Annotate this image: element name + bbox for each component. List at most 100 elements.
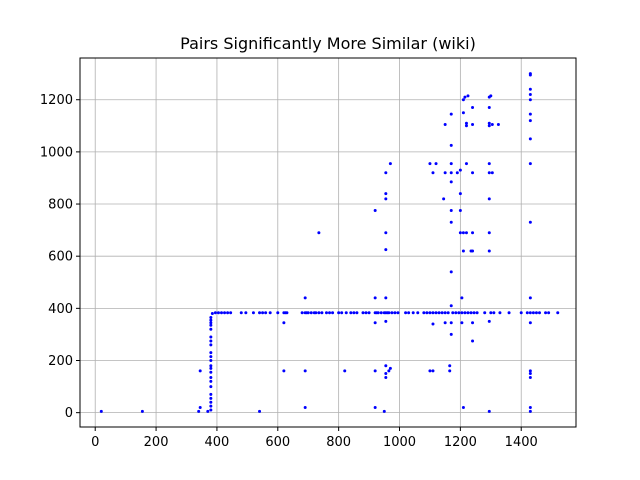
data-point [458,209,462,213]
data-point [373,369,377,373]
data-point [443,171,447,175]
data-point [442,197,446,201]
data-point [498,311,502,315]
data-point [489,311,493,315]
data-point [416,311,420,315]
data-point [388,162,392,166]
data-point [528,220,532,224]
data-point [390,311,394,315]
data-point [428,162,432,166]
data-point [464,231,468,235]
data-point [464,162,468,166]
data-point [226,311,230,315]
data-point [209,366,213,370]
data-point [209,392,213,396]
data-point [556,311,560,315]
data-point [373,321,377,325]
data-point [428,311,432,315]
data-point [449,180,453,184]
y-tick-label: 800 [48,198,73,213]
data-point [404,311,408,315]
y-tick-label: 1000 [40,145,73,160]
data-point [461,111,465,115]
data-point [528,409,532,413]
data-point [528,87,532,91]
data-point [440,311,444,315]
data-point [492,311,496,315]
plot-frame [79,57,577,428]
data-point [382,409,386,413]
data-point [460,321,464,325]
data-point [349,311,353,315]
data-point [209,379,213,383]
data-point [528,98,532,102]
data-point [461,249,465,253]
data-point [210,312,214,316]
data-point [487,231,491,235]
data-point [496,122,500,126]
data-point [448,364,452,368]
data-point [463,311,467,315]
data-point [384,171,388,175]
data-point [461,231,465,235]
data-point [258,311,262,315]
data-point [320,311,324,315]
data-point [458,192,462,196]
data-point [209,335,213,339]
data-point [534,311,538,315]
data-point [384,231,388,235]
data-point [487,162,491,166]
data-point [209,339,213,343]
data-point [464,121,468,125]
chart-title: Pairs Significantly More Similar (wiki) [180,34,476,53]
data-point [466,311,470,315]
data-point [434,311,438,315]
data-point [209,355,213,359]
data-point [443,311,447,315]
data-point [472,311,476,315]
data-point [317,231,321,235]
data-point [300,311,304,315]
data-point [355,311,359,315]
data-point [209,321,213,325]
data-point [460,311,464,315]
data-point [471,122,475,126]
data-point [469,311,473,315]
data-points [99,72,560,413]
data-point [471,106,475,110]
data-point [528,119,532,123]
data-point [198,405,202,409]
data-point [471,321,475,325]
data-point [431,369,435,373]
x-tick-label: 600 [265,435,290,450]
data-point [431,171,435,175]
data-point [209,396,213,400]
data-point [244,311,248,315]
data-point [446,311,450,315]
data-point [449,220,453,224]
data-point [213,311,217,315]
data-point [99,409,103,413]
y-tick-label: 1200 [40,93,73,108]
axis-ticks: 0 200 400 600 800 1000 1200 1400 0 200 400 600 800 10… [40,93,538,450]
data-point [466,94,470,98]
data-point [460,296,464,300]
data-point [209,375,213,379]
data-point [264,311,268,315]
data-point [379,311,383,315]
data-point [487,249,491,253]
data-point [490,171,494,175]
data-point [449,209,453,213]
x-tick-label: 0 [91,435,99,450]
data-point [309,311,313,315]
data-point [528,321,532,325]
data-point [209,385,213,389]
y-tick-label: 600 [48,250,73,265]
data-point [303,405,307,409]
data-point [303,369,307,373]
data-point [384,372,388,376]
data-point [537,311,541,315]
data-point [396,311,400,315]
data-point [209,351,213,355]
data-point [384,375,388,379]
